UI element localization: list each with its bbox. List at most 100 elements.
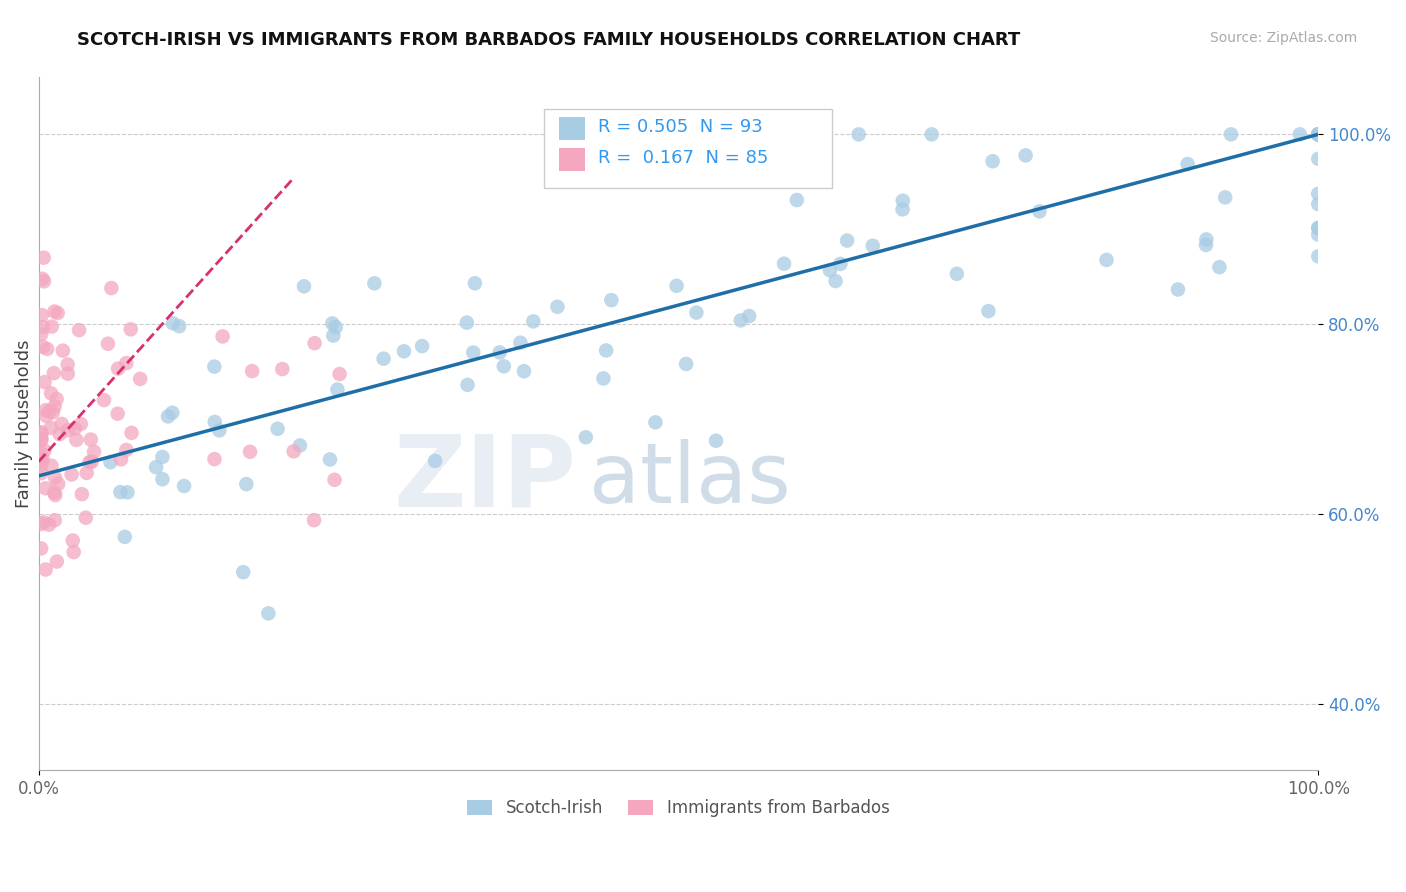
Point — [818, 263, 841, 277]
Point — [30, 458, 52, 472]
Point — [837, 234, 859, 248]
Point — [1308, 128, 1330, 142]
Point — [977, 304, 1000, 318]
Point — [509, 335, 531, 350]
Point — [30, 453, 52, 467]
Point — [167, 319, 190, 334]
Text: R = 0.505  N = 93: R = 0.505 N = 93 — [598, 119, 762, 136]
Point — [51, 417, 73, 431]
Point — [46, 306, 69, 320]
Point — [107, 407, 129, 421]
Point — [464, 277, 486, 291]
Point — [75, 510, 97, 524]
Point — [45, 392, 67, 406]
Point — [644, 415, 666, 429]
Point — [1308, 197, 1330, 211]
Point — [110, 485, 132, 500]
Point — [35, 409, 58, 423]
Point — [321, 317, 343, 331]
Point — [34, 443, 56, 458]
Point — [326, 383, 349, 397]
Point — [31, 452, 53, 467]
Point — [1208, 260, 1230, 274]
Point — [522, 314, 544, 328]
Text: ZIP: ZIP — [394, 431, 576, 528]
Point — [107, 361, 129, 376]
Point — [240, 364, 263, 378]
Point — [1195, 238, 1218, 252]
Point — [79, 455, 101, 469]
Point — [32, 274, 55, 288]
Point — [83, 444, 105, 458]
Point — [862, 238, 884, 252]
Point — [30, 516, 52, 531]
Point — [42, 366, 65, 380]
Point — [1308, 128, 1330, 142]
Point — [551, 142, 574, 156]
Point — [457, 377, 479, 392]
Point — [235, 477, 257, 491]
Point — [35, 403, 58, 417]
Point — [156, 409, 179, 424]
Text: Source: ZipAtlas.com: Source: ZipAtlas.com — [1209, 31, 1357, 45]
Point — [1014, 148, 1036, 162]
Point — [921, 128, 943, 142]
Legend: Scotch-Irish, Immigrants from Barbados: Scotch-Irish, Immigrants from Barbados — [461, 793, 896, 824]
Point — [39, 386, 62, 401]
Point — [304, 336, 326, 351]
Point — [1028, 204, 1050, 219]
Point — [946, 267, 969, 281]
Point — [63, 421, 86, 435]
Point — [56, 423, 79, 437]
Point — [56, 367, 79, 381]
Point — [232, 565, 254, 579]
Point — [575, 430, 598, 444]
Point — [283, 444, 305, 458]
Point — [31, 340, 53, 354]
Point — [52, 343, 75, 358]
Point — [45, 555, 67, 569]
Point — [319, 452, 342, 467]
Text: atlas: atlas — [589, 439, 790, 520]
Point — [891, 194, 914, 208]
Point — [62, 533, 84, 548]
Point — [121, 425, 143, 440]
Point — [44, 488, 66, 502]
Point — [32, 251, 55, 265]
Point — [363, 277, 385, 291]
Point — [32, 320, 55, 334]
Point — [115, 356, 138, 370]
Point — [46, 476, 69, 491]
Point — [546, 300, 568, 314]
Point — [30, 466, 52, 480]
Point — [302, 513, 325, 527]
Point — [513, 364, 536, 378]
Point — [329, 367, 352, 381]
Point — [600, 293, 623, 307]
Point — [31, 272, 53, 286]
Point — [730, 313, 752, 327]
Point — [60, 467, 83, 482]
Point — [37, 342, 59, 356]
FancyBboxPatch shape — [544, 109, 832, 188]
Point — [70, 487, 93, 501]
Point — [114, 530, 136, 544]
Point — [685, 305, 707, 319]
Point — [152, 472, 174, 486]
Point — [110, 452, 132, 467]
Point — [1177, 157, 1199, 171]
Y-axis label: Family Households: Family Households — [15, 340, 32, 508]
Point — [675, 357, 697, 371]
Point — [97, 336, 120, 351]
Point — [208, 423, 231, 437]
Point — [1095, 252, 1118, 267]
Point — [115, 442, 138, 457]
Point — [1288, 128, 1310, 142]
Point — [824, 274, 846, 288]
Point — [30, 541, 52, 556]
Point — [323, 473, 346, 487]
Point — [117, 485, 139, 500]
Point — [31, 308, 53, 322]
Point — [257, 607, 280, 621]
Point — [38, 517, 60, 532]
